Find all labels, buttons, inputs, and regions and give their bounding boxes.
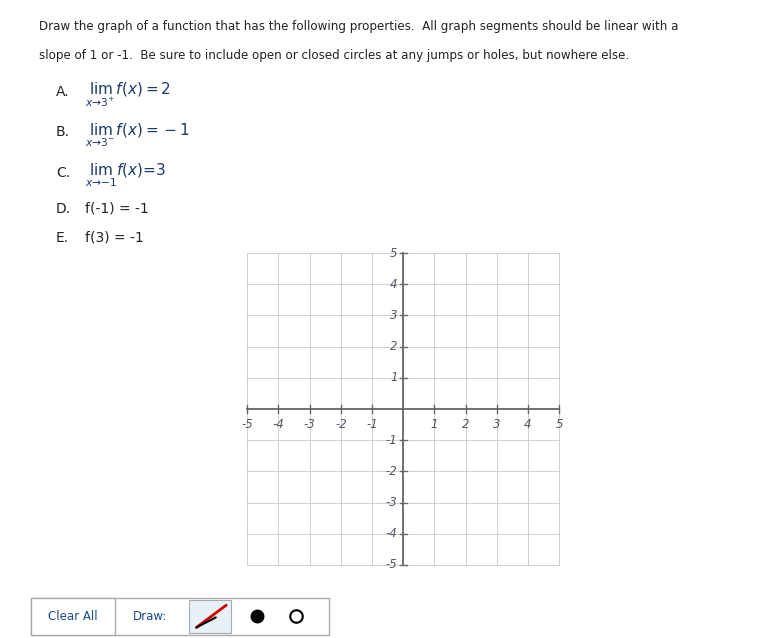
- Text: -1: -1: [366, 418, 378, 431]
- Text: 5: 5: [555, 418, 563, 431]
- Text: $\lim_{x \to -1} f(x) = 3$: $\lim_{x \to -1} f(x) = 3$: [85, 162, 166, 189]
- Text: -2: -2: [386, 465, 398, 478]
- Text: -3: -3: [386, 496, 398, 509]
- Text: B.: B.: [56, 125, 70, 139]
- Text: f(-1) = -1: f(-1) = -1: [85, 202, 149, 216]
- Text: 5: 5: [390, 247, 398, 260]
- Text: D.: D.: [56, 202, 71, 216]
- Text: -4: -4: [386, 527, 398, 540]
- Text: 3: 3: [493, 418, 500, 431]
- Text: slope of 1 or -1.  Be sure to include open or closed circles at any jumps or hol: slope of 1 or -1. Be sure to include ope…: [39, 48, 629, 62]
- Text: -1: -1: [386, 434, 398, 447]
- FancyBboxPatch shape: [31, 598, 329, 635]
- Text: -5: -5: [386, 558, 398, 572]
- Text: 4: 4: [525, 418, 532, 431]
- Text: -4: -4: [272, 418, 284, 431]
- Text: 3: 3: [390, 309, 398, 322]
- Text: 2: 2: [462, 418, 469, 431]
- Text: E.: E.: [56, 231, 69, 245]
- Text: C.: C.: [56, 166, 70, 180]
- FancyBboxPatch shape: [31, 598, 114, 635]
- FancyBboxPatch shape: [189, 600, 231, 633]
- Text: -2: -2: [335, 418, 347, 431]
- Text: $\lim_{x \to 3^-} f(x) = -1$: $\lim_{x \to 3^-} f(x) = -1$: [85, 122, 189, 149]
- Text: -5: -5: [241, 418, 253, 431]
- Text: f(3) = -1: f(3) = -1: [85, 231, 143, 245]
- Text: Clear All: Clear All: [49, 610, 98, 623]
- Text: 1: 1: [390, 371, 398, 384]
- Text: Draw the graph of a function that has the following properties.  All graph segme: Draw the graph of a function that has th…: [39, 20, 678, 33]
- Text: 2: 2: [390, 340, 398, 353]
- Text: $\lim_{x \to 3^+} f(x) = 2$: $\lim_{x \to 3^+} f(x) = 2$: [85, 81, 171, 110]
- Text: 1: 1: [431, 418, 438, 431]
- Text: A.: A.: [56, 85, 70, 99]
- Text: Draw:: Draw:: [133, 610, 168, 623]
- Text: -3: -3: [304, 418, 316, 431]
- Text: 4: 4: [390, 278, 398, 291]
